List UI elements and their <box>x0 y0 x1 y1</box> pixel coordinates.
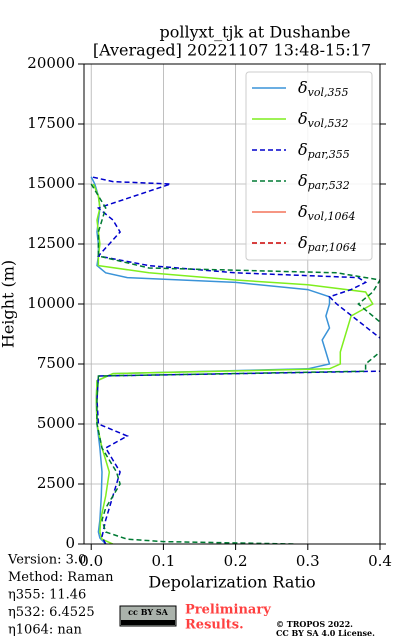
y-tick-label: 10000 <box>27 294 75 312</box>
profile-line <box>90 176 331 544</box>
cc-badge-text: cc BY SA <box>128 607 168 617</box>
legend-label: δvol,532 <box>298 109 349 131</box>
x-tick-label: 0.4 <box>368 552 392 570</box>
y-tick-label: 7500 <box>37 354 75 372</box>
legend: δvol,355 δvol,532 δpar,355 δpar,532 δvol,106… <box>245 71 373 261</box>
x-tick-label: 0.1 <box>151 552 175 570</box>
y-axis-label: Height (m) <box>0 260 18 348</box>
lines <box>90 176 380 544</box>
y-tick-label: 12500 <box>27 234 75 252</box>
profile-line <box>91 176 380 544</box>
legend-label: δpar,355 <box>298 140 350 162</box>
y-tick-label: 0 <box>65 534 75 552</box>
plot-frame <box>83 63 381 545</box>
legend-label: δpar,532 <box>298 171 350 193</box>
chart-subtitle: [Averaged] 20221107 13:48-15:17 <box>93 41 371 60</box>
legend-label: δpar,1064 <box>298 233 357 255</box>
info-text: η355: 11.46 <box>8 588 86 603</box>
info-text: Version: 3.0 <box>7 553 86 568</box>
y-tick-label: 5000 <box>37 414 75 432</box>
y-tick-label: 20000 <box>27 54 75 72</box>
copyright: CC BY SA 4.0 License. <box>276 628 375 638</box>
preliminary-text: Results. <box>185 618 244 633</box>
y-tick-label: 2500 <box>37 474 75 492</box>
y-tick-label: 15000 <box>27 174 75 192</box>
y-tick-label: 17500 <box>27 114 75 132</box>
legend-label: δvol,1064 <box>298 202 356 224</box>
x-tick-label: 0.2 <box>224 552 248 570</box>
x-axis-label: Depolarization Ratio <box>148 573 315 592</box>
chart-title: pollyxt_tjk at Dushanbe <box>159 23 350 42</box>
preliminary-text: Preliminary <box>185 603 271 618</box>
info-text: η1064: nan <box>8 623 83 638</box>
x-tick-label: 0.0 <box>79 552 103 570</box>
cc-badge: cc BY SA <box>119 605 177 627</box>
profile-line <box>90 183 380 544</box>
legend-box <box>245 71 373 261</box>
info-text: Method: Raman <box>8 570 114 585</box>
copyright: © TROPOS 2022. <box>276 619 353 629</box>
x-tick-label: 0.3 <box>296 552 320 570</box>
legend-label: δvol,355 <box>298 78 349 100</box>
profile-line <box>92 183 374 544</box>
info-text: η532: 6.4525 <box>8 605 95 620</box>
